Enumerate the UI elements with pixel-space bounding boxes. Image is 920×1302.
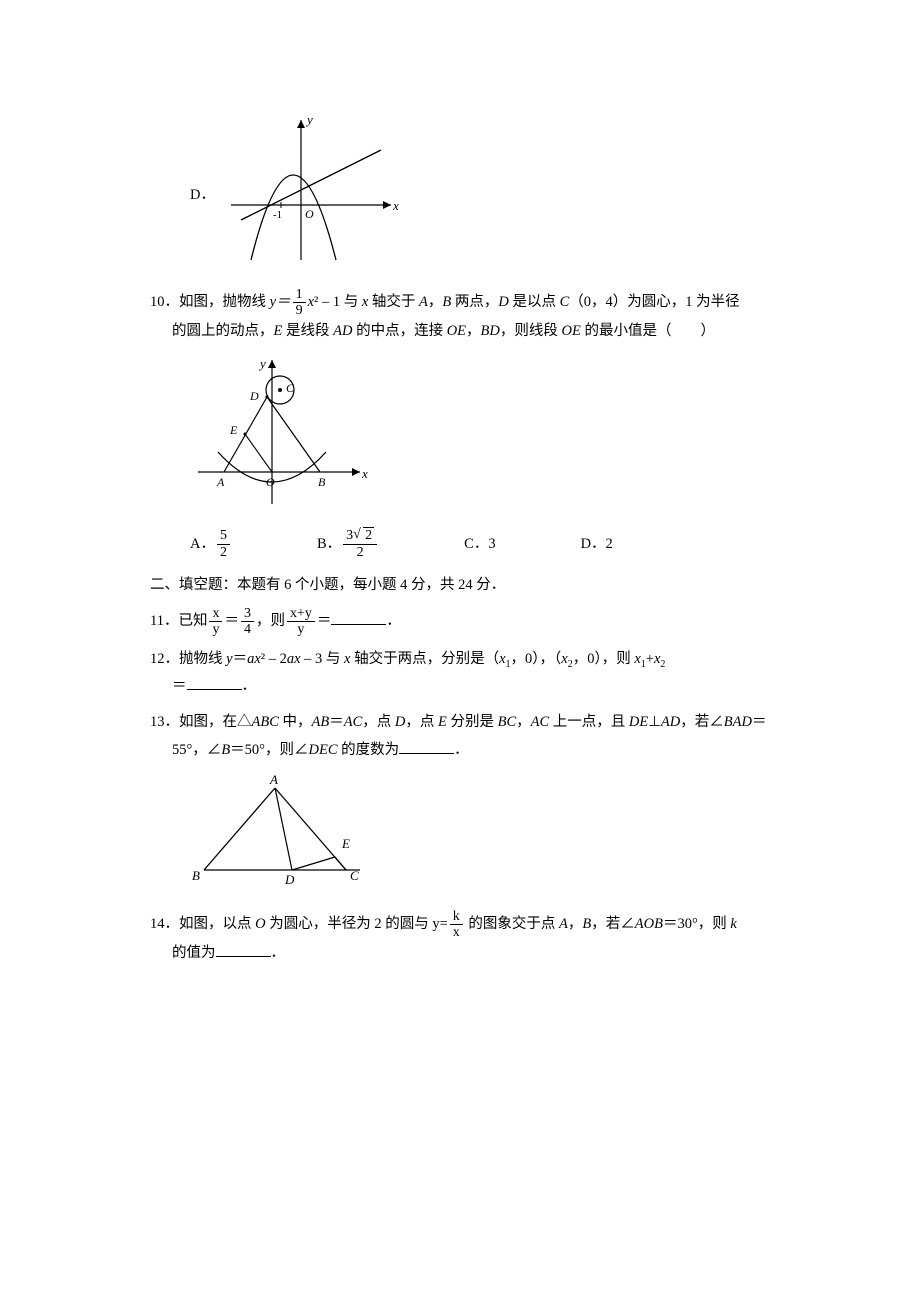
q10-optD: D．2 xyxy=(581,531,613,559)
svg-text:B: B xyxy=(192,868,200,883)
svg-text:y: y xyxy=(305,112,313,127)
svg-text:E: E xyxy=(341,836,350,851)
q10-optA: A． 52 xyxy=(190,528,232,560)
q13: 13．如图，在△ABC 中，AB＝AC，点 D，点 E 分别是 BC，AC 上一… xyxy=(150,709,770,901)
svg-text:E: E xyxy=(229,423,238,437)
figure-q13: A B C D E xyxy=(190,770,770,901)
svg-text:D: D xyxy=(249,389,259,403)
q10-optC: C．3 xyxy=(464,531,495,559)
svg-text:y: y xyxy=(258,356,266,371)
q11: 11．已知xy＝34，则x+yy＝． xyxy=(150,606,770,638)
svg-text:C: C xyxy=(286,381,295,395)
svg-text:x: x xyxy=(392,198,399,213)
q10-options: A． 52 B． 32 2 C．3 D．2 xyxy=(190,528,770,560)
q10-line1: 10．如图，抛物线 y＝19x² – 1 与 x 轴交于 A，B 两点，D 是以… xyxy=(150,287,770,319)
svg-text:O: O xyxy=(305,207,314,221)
blank-q11 xyxy=(331,609,386,625)
section-2-title: 二、填空题：本题有 6 个小题，每小题 4 分，共 24 分． xyxy=(150,572,770,600)
svg-text:A: A xyxy=(269,772,278,787)
blank-q14 xyxy=(216,942,271,958)
blank-q13 xyxy=(399,738,454,754)
svg-text:D: D xyxy=(284,872,295,887)
q12: 12．抛物线 y＝ax² – 2ax – 3 与 x 轴交于两点，分别是（x1，… xyxy=(150,646,770,701)
figure-option-d: x y O -1 xyxy=(221,110,401,281)
q10-optB: B． 32 2 xyxy=(317,528,379,560)
svg-text:-1: -1 xyxy=(273,209,282,221)
svg-text:B: B xyxy=(318,475,326,489)
option-d-label: D． xyxy=(190,182,215,210)
q10-line2: 的圆上的动点，E 是线段 AD 的中点，连接 OE，BD，则线段 OE 的最小值… xyxy=(172,318,770,346)
svg-text:A: A xyxy=(216,475,225,489)
q14: 14．如图，以点 O 为圆心，半径为 2 的圆与 y=kx 的图象交于点 A，B… xyxy=(150,909,770,968)
figure-q10: x y C D A B O xyxy=(190,352,770,523)
svg-text:O: O xyxy=(266,475,275,489)
svg-text:x: x xyxy=(361,466,368,481)
blank-q12 xyxy=(187,675,242,691)
